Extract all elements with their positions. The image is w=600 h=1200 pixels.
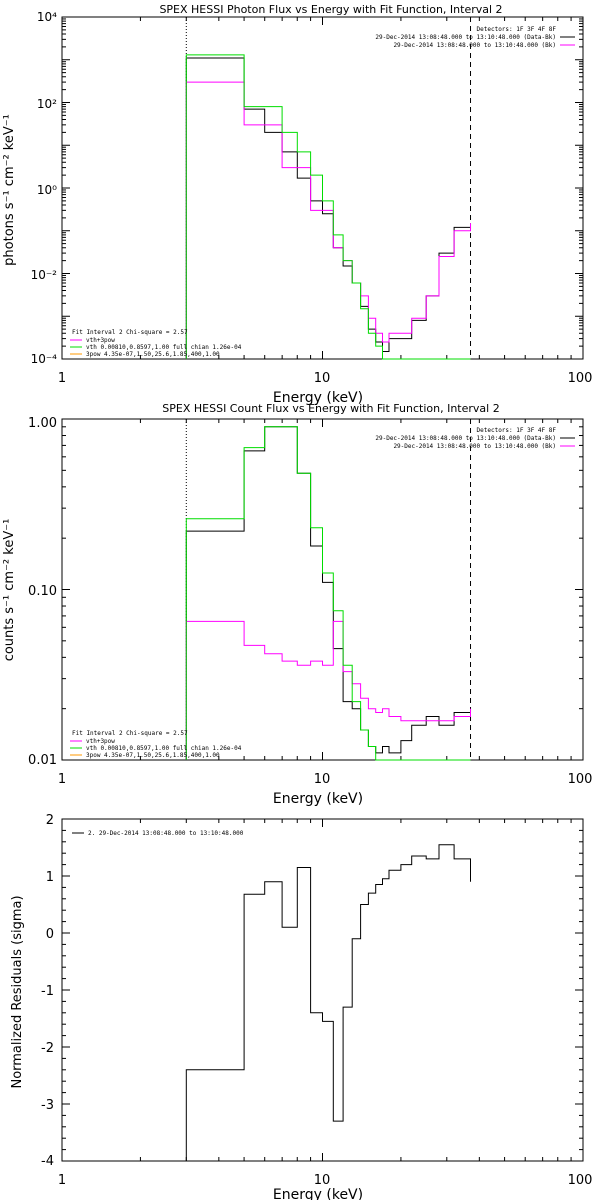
panel2-legend-bk: 29-Dec-2014 13:08:48.000 to 13:10:48.000… [393, 443, 556, 450]
panel3-ytick-1: 1 [46, 870, 54, 885]
panel2-legend-data-bk: 29-Dec-2014 13:08:48.000 to 13:10:48.000… [375, 435, 556, 442]
panel1-legend-bk: 29-Dec-2014 13:08:48.000 to 13:10:48.000… [393, 42, 556, 49]
panel1-ytick-1e-2: 10⁻² [31, 268, 58, 282]
panel1-ytick-1e4: 10⁴ [37, 10, 57, 24]
panel1-ylabel: photons s⁻¹ cm⁻² keV⁻¹ [2, 114, 17, 266]
panel2-fit-header: Fit Interval 2 Chi-square = 2.57 [72, 730, 188, 737]
panel3-xlabel: Energy (keV) [273, 1187, 363, 1200]
panel1-legend-detectors: Detectors: 1F 3F 4F 8F [477, 26, 557, 33]
panel3-xtick-100: 100 [568, 1173, 593, 1188]
panel1-ticks [61, 17, 583, 360]
panel2-range-markers [185, 419, 472, 760]
series-line-0 [185, 426, 471, 760]
panel1-fit-vth3pow: vth+3pow [86, 337, 115, 344]
panel3-xtick-1: 1 [58, 1173, 66, 1188]
panel2-ytick-0.01: 0.01 [28, 753, 57, 768]
panel1-ytick-1e-4: 10⁻⁴ [31, 352, 58, 366]
panel2-xtick-10: 10 [314, 772, 331, 787]
panel2-xtick-1: 1 [58, 772, 66, 787]
panel3-ytick-neg1: -1 [41, 984, 54, 999]
panel2-fit-vth3pow: vth+3pow [86, 738, 115, 745]
panel1-ytick-1e2: 10² [37, 97, 57, 111]
panel1-fit-3pow: 3pow 4.35e-07,1.50,25.6,1.85,400,1.00 [86, 351, 220, 358]
panel3-xtick-10: 10 [314, 1173, 331, 1188]
panel1-xlabel: Energy (keV) [273, 390, 363, 406]
panel2-fit-3pow: 3pow 4.35e-07,1.50,25.6,1.85,400,1.00 [86, 752, 220, 759]
panel2-fit-vth: vth 0.00810,0.8597,1.00 full chian 1.26e… [86, 745, 242, 752]
panel1-title: SPEX HESSI Photon Flux vs Energy with Fi… [159, 3, 502, 16]
panel1-range-markers [185, 17, 472, 359]
panel3-series [185, 844, 471, 1161]
panel1-xtick-100: 100 [568, 371, 593, 386]
panel3-ytick-0: 0 [46, 927, 54, 942]
panel3-legend-label: 2. 29-Dec-2014 13:08:48.000 to 13:10:48.… [88, 830, 244, 837]
panel1-xtick-10: 10 [314, 371, 331, 386]
series-line-2 [185, 426, 471, 761]
panel3-plot-frame [61, 818, 584, 1162]
panel3-ytick-neg4: -4 [41, 1154, 54, 1169]
panel2-series [185, 426, 471, 761]
series-line-0 [185, 57, 471, 359]
count-flux-panel: SPEX HESSI Count Flux vs Energy with Fit… [2, 402, 592, 807]
panel1-series [185, 54, 471, 360]
panel2-legend-detectors: Detectors: 1F 3F 4F 8F [477, 427, 557, 434]
photon-flux-panel: SPEX HESSI Photon Flux vs Energy with Fi… [2, 3, 592, 406]
panel2-ytick-0.10: 0.10 [28, 584, 57, 599]
panel2-ytick-1.00: 1.00 [28, 416, 57, 431]
series-line-1 [185, 620, 471, 760]
panel2-xlabel: Energy (keV) [273, 791, 363, 807]
panel3-ytick-2: 2 [46, 813, 54, 828]
panel2-title: SPEX HESSI Count Flux vs Energy with Fit… [162, 402, 499, 415]
panel2-ticks [61, 419, 583, 761]
series-line-0 [185, 844, 471, 1161]
panel2-xtick-100: 100 [568, 772, 593, 787]
panel1-legend-data-bk: 29-Dec-2014 13:08:48.000 to 13:10:48.000… [375, 34, 556, 41]
panel2-plot-frame [61, 418, 584, 761]
series-line-1 [185, 81, 471, 359]
panel3-ytick-neg2: -2 [41, 1041, 54, 1056]
panel1-fit-vth: vth 0.00810,0.8597,1.00 full chian 1.26e… [86, 344, 242, 351]
panel2-ylabel: counts s⁻¹ cm⁻² keV⁻¹ [2, 519, 17, 662]
residuals-panel: 2 1 0 -1 -2 -3 -4 1 10 100 Energy (keV) … [10, 813, 592, 1200]
panel1-ytick-1e0: 10⁰ [37, 183, 57, 197]
series-line-2 [185, 54, 471, 360]
panel3-ticks [61, 818, 583, 1162]
panel1-xtick-1: 1 [58, 371, 66, 386]
panel1-fit-header: Fit Interval 2 Chi-square = 2.57 [72, 329, 188, 336]
panel3-ytick-neg3: -3 [41, 1098, 54, 1113]
panel3-ylabel: Normalized Residuals (sigma) [10, 895, 25, 1088]
